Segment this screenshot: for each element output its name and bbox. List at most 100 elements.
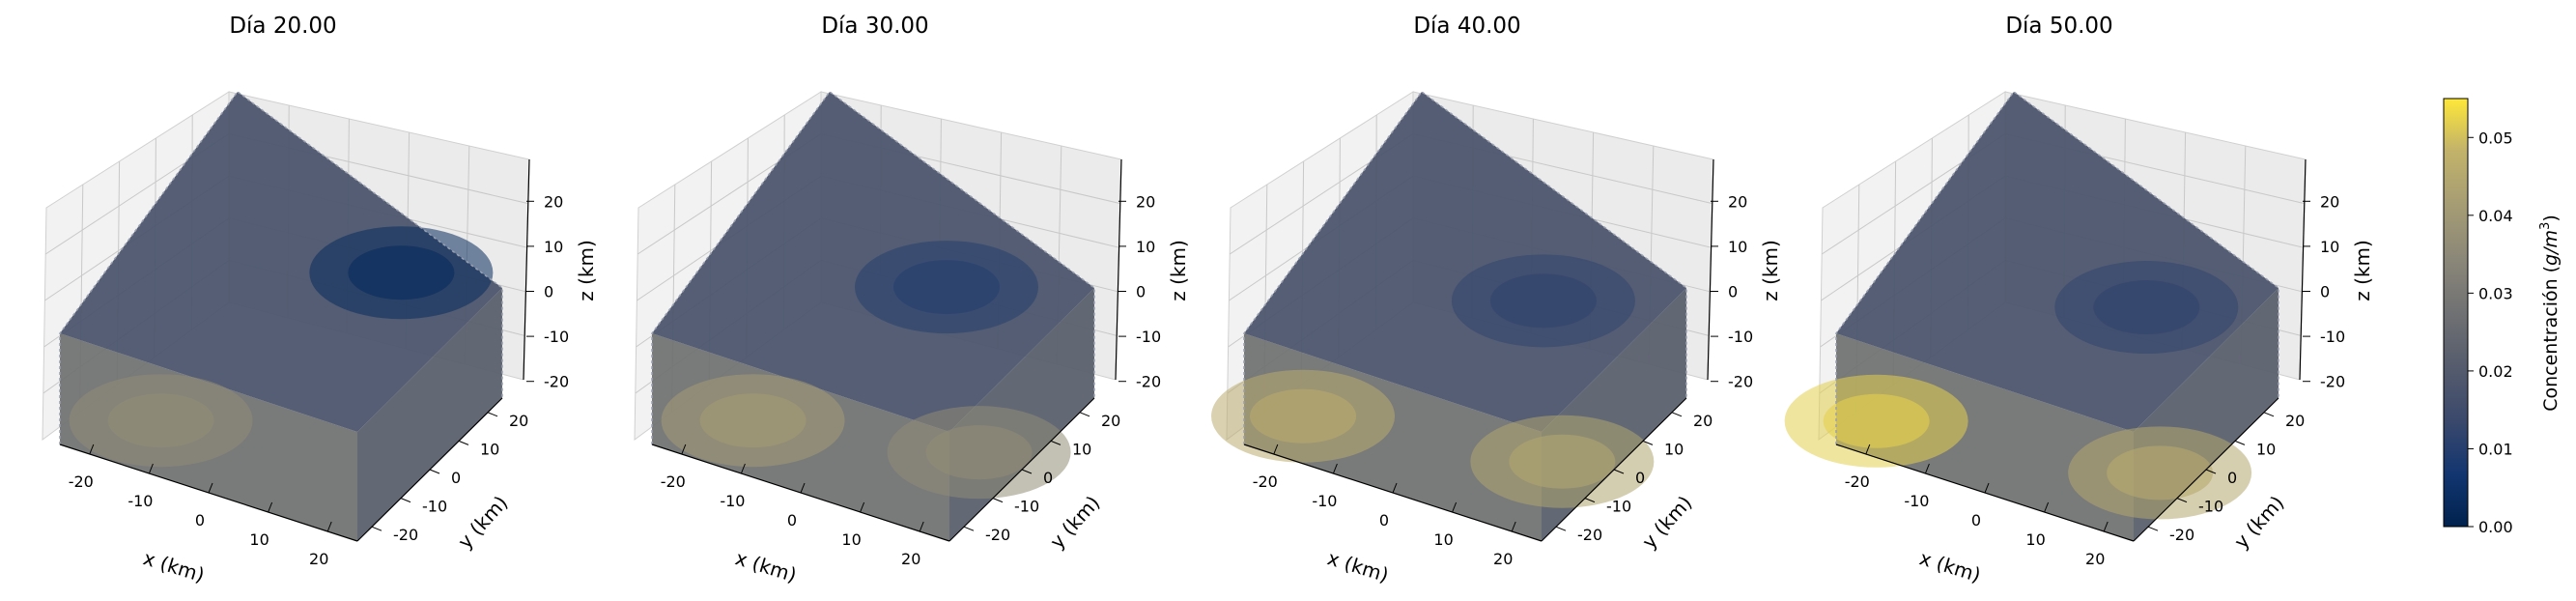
z-tick-label: 20 xyxy=(1728,192,1747,211)
plume-core xyxy=(1823,393,1930,448)
z-tick-label: 20 xyxy=(544,192,563,211)
x-tick xyxy=(800,482,806,494)
y-tick-label: -20 xyxy=(393,526,418,544)
x-tick xyxy=(148,463,154,474)
y-tick-label: 0 xyxy=(2227,469,2237,487)
x-axis-label: x (km) xyxy=(733,546,800,587)
cube-edge xyxy=(1835,90,2279,444)
x-tick xyxy=(1984,482,1990,494)
y-tick-label: 10 xyxy=(1072,440,1091,458)
x-tick xyxy=(1332,463,1338,474)
z-tick-label: 0 xyxy=(1136,283,1146,301)
z-tick-label: -20 xyxy=(1728,373,1753,391)
x-tick xyxy=(326,521,332,532)
z-tick-label: -20 xyxy=(544,373,569,391)
x-tick-label: -10 xyxy=(1904,492,1929,510)
x-tick-label: 20 xyxy=(1493,550,1513,568)
y-tick-label: -20 xyxy=(985,526,1010,544)
plume-core xyxy=(348,245,455,300)
z-axis-label: z (km) xyxy=(1167,240,1190,301)
colorbar-ticks: 0.00 0.01 0.02 0.03 0.04 0.05 xyxy=(2468,129,2513,536)
y-tick xyxy=(2263,412,2275,417)
x-tick xyxy=(2103,521,2109,532)
x-tick-label: 10 xyxy=(2025,530,2045,549)
y-tick-label: -10 xyxy=(1014,498,1039,516)
x-tick xyxy=(1511,521,1516,532)
x-axis-label: x (km) xyxy=(141,546,208,587)
y-tick xyxy=(992,498,1004,503)
z-axis-line xyxy=(2299,158,2307,381)
z-axis-label: z (km) xyxy=(2351,240,2374,301)
x-tick-label: 20 xyxy=(901,550,920,568)
z-axis-label: z (km) xyxy=(1759,240,1782,301)
y-tick xyxy=(1079,412,1090,417)
y-tick-label: 0 xyxy=(1635,469,1645,487)
x-axis-label: x (km) xyxy=(1917,546,1984,587)
cube-side-face xyxy=(357,288,502,541)
x-tick-label: -20 xyxy=(1845,472,1870,491)
y-tick-label: 0 xyxy=(1043,469,1053,487)
z-tick-label: 20 xyxy=(1136,192,1155,211)
y-axis-label: y (km) xyxy=(453,491,512,553)
z-tick-label: 10 xyxy=(2320,238,2339,256)
colorbar-tick-label: 0.01 xyxy=(2478,440,2513,458)
plume-core xyxy=(2107,445,2214,501)
z-tick-label: 10 xyxy=(1728,238,1747,256)
x-tick-label: -20 xyxy=(1253,472,1278,491)
z-tick-label: 0 xyxy=(2320,283,2330,301)
x-axis-label: x (km) xyxy=(1325,546,1392,587)
y-axis-label: y (km) xyxy=(2229,491,2288,553)
plume-core xyxy=(1509,434,1616,489)
y-tick xyxy=(458,440,469,445)
y-tick xyxy=(2176,498,2188,503)
y-tick xyxy=(487,412,498,417)
y-axis-label: y (km) xyxy=(1637,491,1696,553)
x-tick xyxy=(1924,463,1930,474)
x-tick-label: -10 xyxy=(127,492,153,510)
cube-edge xyxy=(59,90,503,444)
x-tick-label: -10 xyxy=(720,492,745,510)
z-axis-line xyxy=(523,158,530,381)
x-tick xyxy=(1392,482,1398,494)
y-tick xyxy=(2147,526,2159,531)
colorbar-gradient xyxy=(2443,98,2469,528)
y-tick-label: 10 xyxy=(480,440,499,458)
cube-edge xyxy=(651,90,1095,444)
z-tick-label: -20 xyxy=(2320,373,2345,391)
y-tick-label: 20 xyxy=(1101,412,1120,430)
x-tick xyxy=(268,501,273,513)
y-tick-label: -10 xyxy=(422,498,447,516)
z-tick-label: 10 xyxy=(1136,238,1155,256)
z-tick-label: 20 xyxy=(2320,192,2339,211)
panel-title: Día 50.00 xyxy=(2005,14,2112,39)
y-tick-label: 10 xyxy=(1664,440,1684,458)
y-tick xyxy=(2234,440,2246,445)
z-axis-label: z (km) xyxy=(575,240,598,301)
x-tick xyxy=(740,463,746,474)
plume-core xyxy=(925,425,1033,480)
y-tick-label: 20 xyxy=(509,412,528,430)
x-tick-label: 20 xyxy=(2085,550,2105,568)
x-tick-label: -20 xyxy=(661,472,686,491)
x-tick-label: 0 xyxy=(1379,511,1389,529)
panel-title: Día 40.00 xyxy=(1413,14,1520,39)
y-tick xyxy=(963,526,975,531)
z-axis-line xyxy=(1707,158,1714,381)
x-tick-label: 0 xyxy=(787,511,797,529)
panel-title: Día 30.00 xyxy=(821,14,928,39)
x-tick-label: 10 xyxy=(1433,530,1453,549)
y-tick-label: -10 xyxy=(1606,498,1631,516)
x-tick-label: 0 xyxy=(1971,511,1981,529)
colorbar-label: Concentración (g/m3) xyxy=(2538,215,2562,412)
x-tick-label: 0 xyxy=(195,511,205,529)
plume-core xyxy=(893,260,1001,315)
plume-core xyxy=(699,393,807,448)
y-tick-label: 10 xyxy=(2256,440,2276,458)
y-tick-label: 20 xyxy=(2285,412,2305,430)
y-tick-label: 0 xyxy=(451,469,461,487)
x-tick-label: -20 xyxy=(69,472,94,491)
plume-core xyxy=(2093,280,2200,335)
